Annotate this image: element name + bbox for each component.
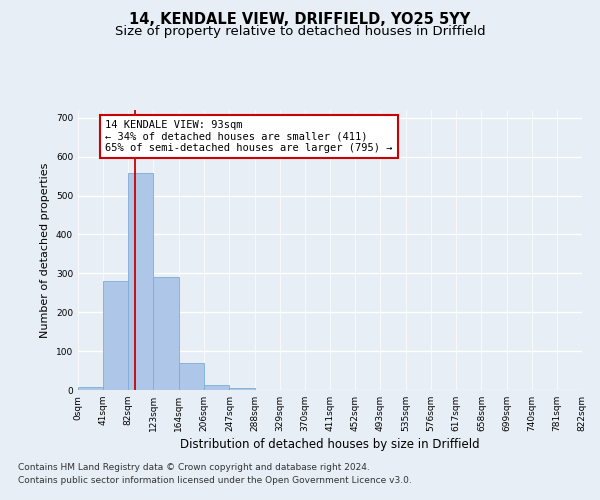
Text: Contains public sector information licensed under the Open Government Licence v3: Contains public sector information licen…: [18, 476, 412, 485]
Text: 14, KENDALE VIEW, DRIFFIELD, YO25 5YY: 14, KENDALE VIEW, DRIFFIELD, YO25 5YY: [130, 12, 470, 28]
Bar: [103, 281, 128, 390]
Bar: [179, 363, 203, 390]
Text: 14 KENDALE VIEW: 93sqm
← 34% of detached houses are smaller (411)
65% of semi-de: 14 KENDALE VIEW: 93sqm ← 34% of detached…: [105, 120, 392, 153]
Bar: [205, 384, 229, 390]
Bar: [229, 388, 254, 390]
Bar: [154, 277, 179, 390]
Bar: [128, 174, 154, 390]
Text: Size of property relative to detached houses in Driffield: Size of property relative to detached ho…: [115, 25, 485, 38]
Y-axis label: Number of detached properties: Number of detached properties: [40, 162, 50, 338]
X-axis label: Distribution of detached houses by size in Driffield: Distribution of detached houses by size …: [180, 438, 480, 451]
Text: Contains HM Land Registry data © Crown copyright and database right 2024.: Contains HM Land Registry data © Crown c…: [18, 464, 370, 472]
Bar: [78, 388, 103, 390]
